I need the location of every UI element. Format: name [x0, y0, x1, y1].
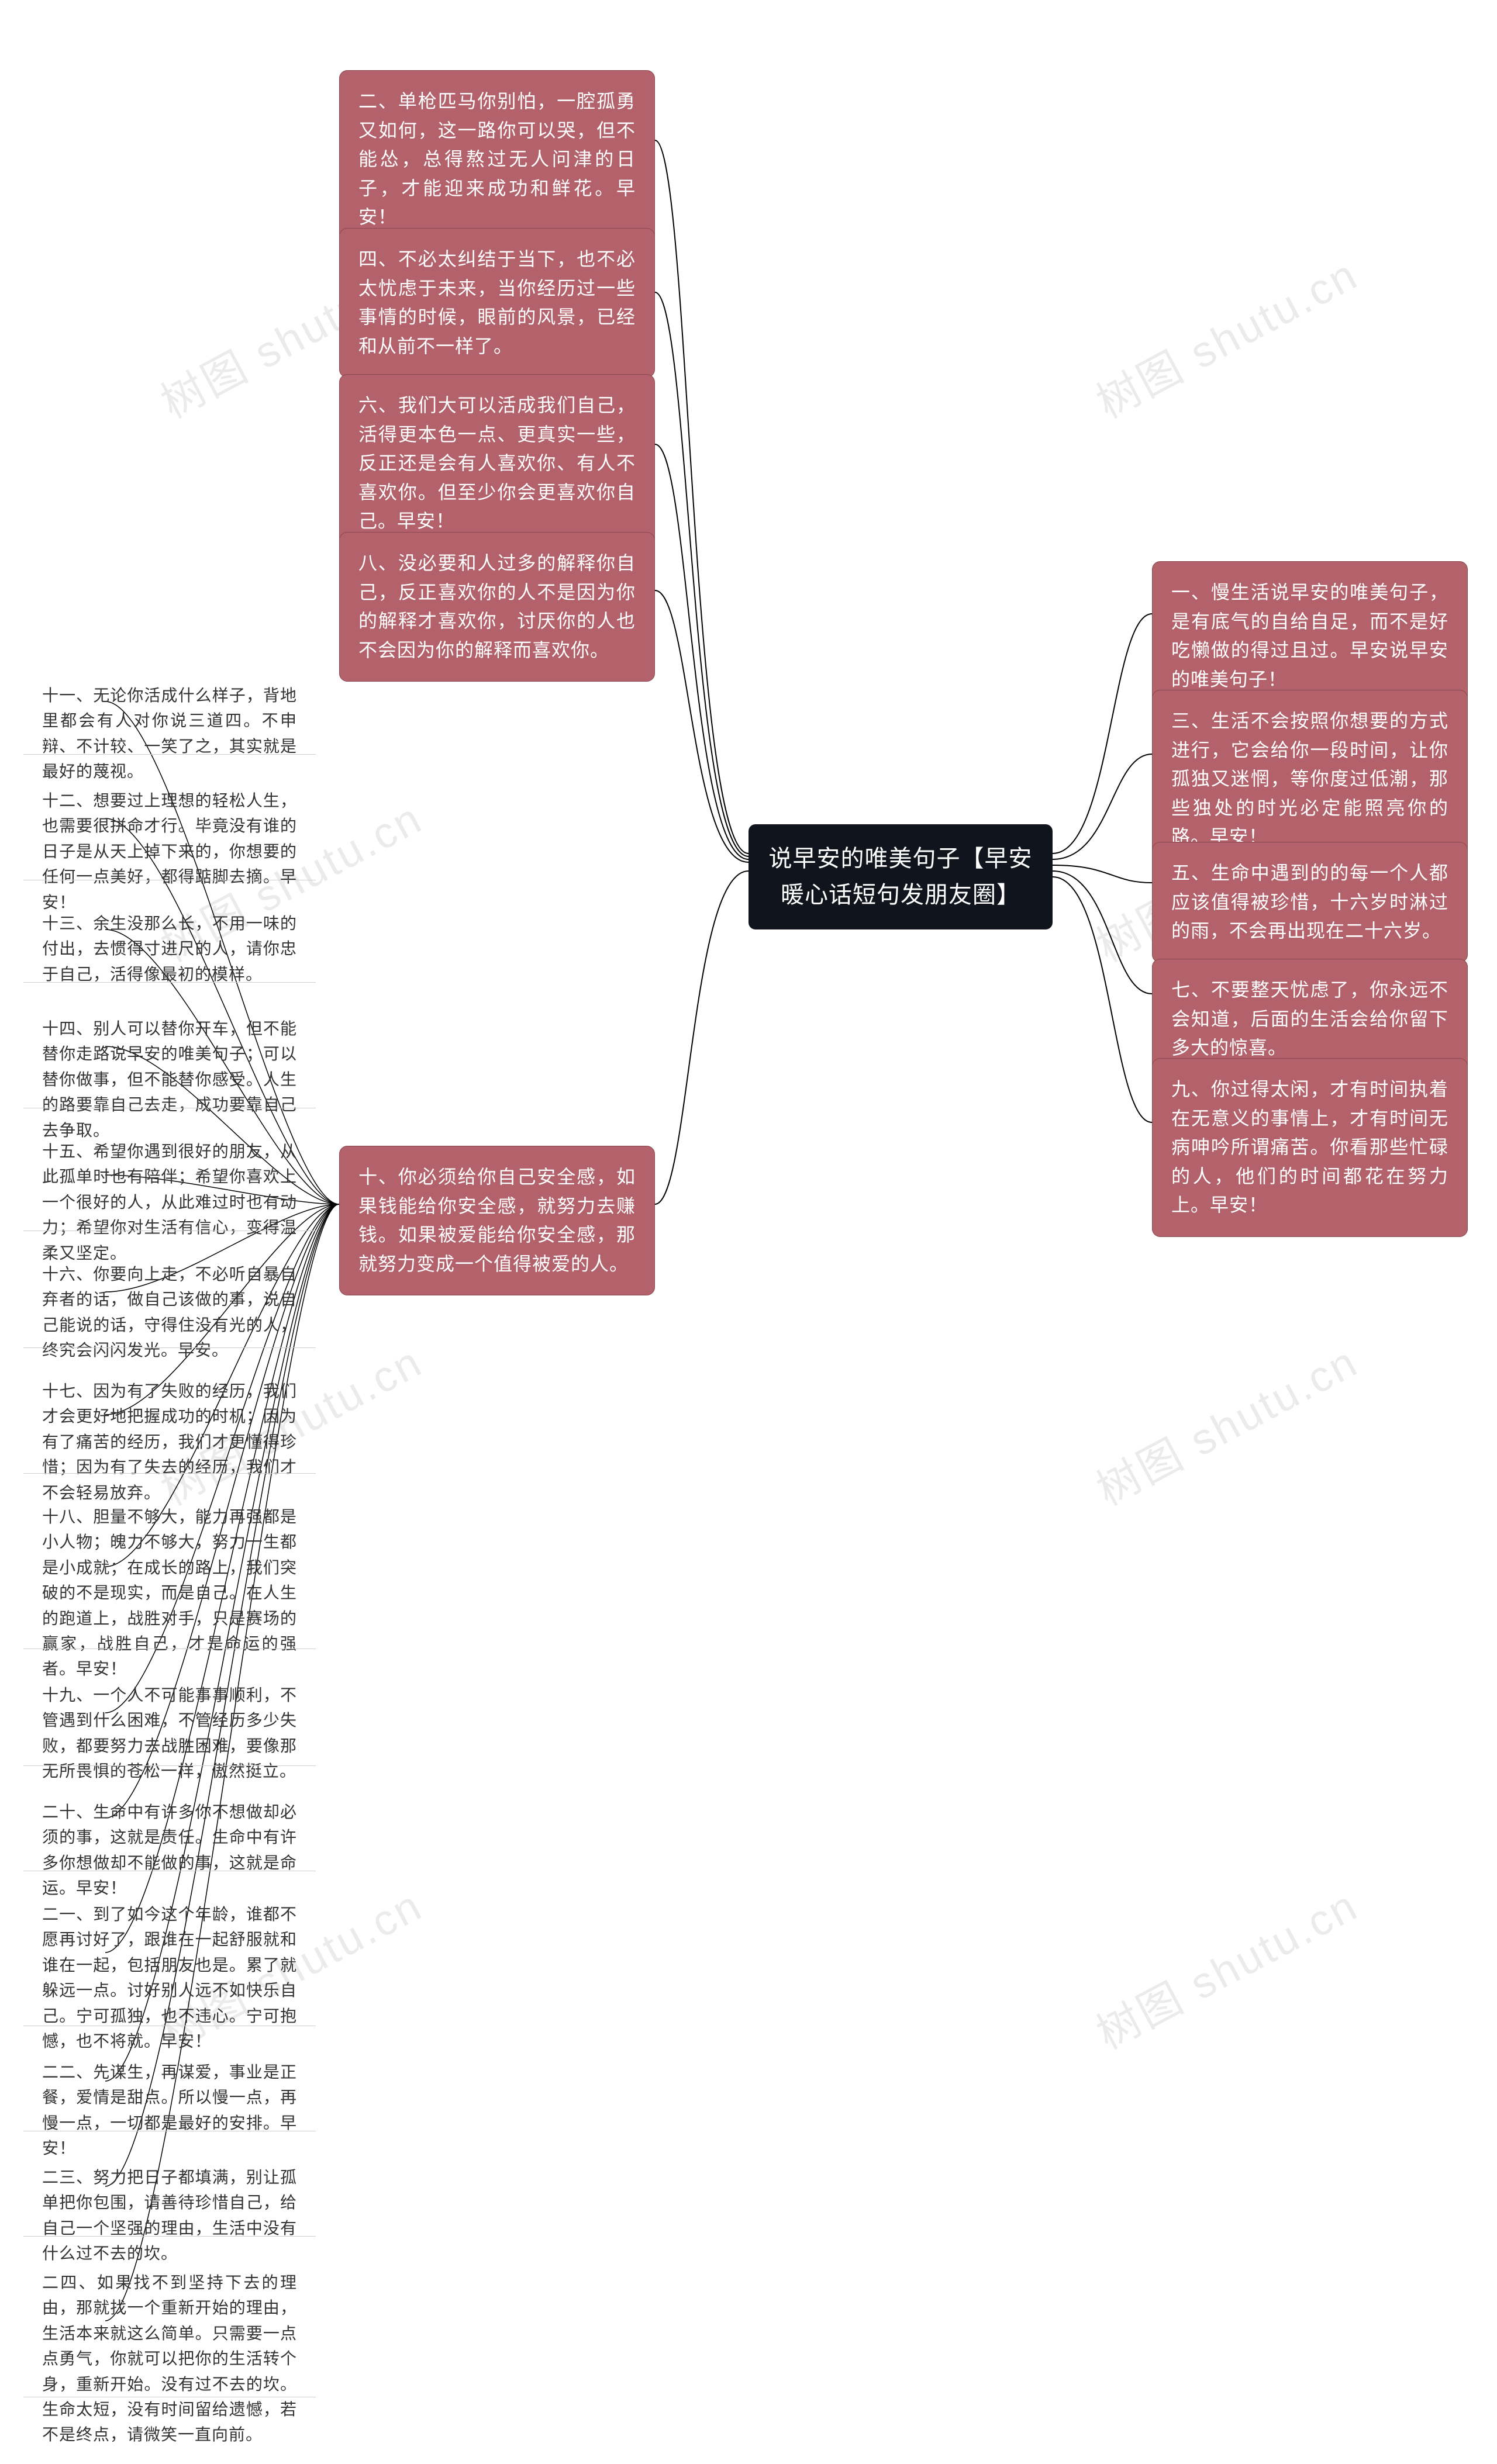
separator [23, 1765, 316, 1766]
node-text: 十六、你要向上走，不必听自暴自弃者的话，做自己该做的事，说自己能说的话，守得住没… [42, 1265, 297, 1359]
node-text: 六、我们大可以活成我们自己，活得更本色一点、更真实一些，反正还是会有人喜欢你、有… [358, 395, 636, 531]
separator [23, 1347, 316, 1348]
node-text: 五、生命中遇到的的每一个人都应该值得被珍惜，十六岁时淋过的雨，不会再出现在二十六… [1171, 862, 1448, 941]
node-text: 一、慢生活说早安的唯美句子，是有底气的自给自足，而不是好吃懒做的得过且过。早安说… [1171, 582, 1448, 690]
node-text: 二三、努力把日子都填满，别让孤单把你包围，请善待珍惜自己，给自己一个坚强的理由，… [42, 2168, 297, 2262]
watermark: 树图 shutu.cn [1084, 1871, 1368, 2062]
watermark: 树图 shutu.cn [1084, 240, 1368, 431]
center-node: 说早安的唯美句子【早安暖心话短句发朋友圈】 [748, 824, 1053, 929]
node-text: 三、生活不会按照你想要的方式进行，它会给你一段时间，让你孤独又迷惘，等你度过低潮… [1171, 710, 1448, 847]
node-text: 十二、想要过上理想的轻松人生，也需要很拼命才行。毕竟没有谁的日子是从天上掉下来的… [42, 792, 297, 911]
watermark: 树图 shutu.cn [1084, 1328, 1368, 1518]
node-text: 十八、胆量不够大，能力再强都是小人物；魄力不够大，努力一生都是小成就；在成长的路… [42, 1508, 297, 1678]
node-text: 二二、先谋生，再谋爱，事业是正餐，爱情是甜点。所以慢一点，再慢一点，一切都是最好… [42, 2063, 297, 2157]
node-text: 二四、如果找不到坚持下去的理由，那就找一个重新开始的理由，生活本来就这么简单。只… [42, 2273, 297, 2444]
node-l8: 八、没必要和人过多的解释你自己，反正喜欢你的人不是因为你的解释才喜欢你，讨厌你的… [339, 532, 655, 682]
node-l10: 十、你必须给你自己安全感，如果钱能给你安全感，就努力去赚钱。如果被爱能给你安全感… [339, 1146, 655, 1295]
node-text: 四、不必太纠结于当下，也不必太忧虑于未来，当你经历过一些事情的时候，眼前的风景，… [358, 248, 636, 357]
node-l2: 二、单枪匹马你别怕，一腔孤勇又如何，这一路你可以哭，但不能怂，总得熬过无人问津的… [339, 70, 655, 249]
node-r1: 一、慢生活说早安的唯美句子，是有底气的自给自足，而不是好吃懒做的得过且过。早安说… [1152, 561, 1468, 711]
node-text: 七、不要整天忧虑了，你永远不会知道，后面的生活会给你留下多大的惊喜。 [1171, 979, 1448, 1058]
node-text: 十、你必须给你自己安全感，如果钱能给你安全感，就努力去赚钱。如果被爱能给你安全感… [358, 1166, 636, 1274]
node-text: 十一、无论你活成什么样子，背地里都会有人对你说三道四。不申辩、不计较、一笑了之，… [42, 686, 297, 780]
separator [23, 754, 316, 755]
node-text: 十五、希望你遇到很好的朋友，从此孤单时也有陪伴；希望你喜欢上一个很好的人，从此难… [42, 1142, 297, 1262]
node-text: 十四、别人可以替你开车，但不能替你走路说早安的唯美句子；可以替你做事，但不能替你… [42, 1020, 297, 1139]
node-r5: 五、生命中遇到的的每一个人都应该值得被珍惜，十六岁时淋过的雨，不会再出现在二十六… [1152, 842, 1468, 963]
node-text: 八、没必要和人过多的解释你自己，反正喜欢你的人不是因为你的解释才喜欢你，讨厌你的… [358, 552, 636, 661]
node-l4: 四、不必太纠结于当下，也不必太忧虑于未来，当你经历过一些事情的时候，眼前的风景，… [339, 228, 655, 378]
node-g16: 十六、你要向上走，不必听自暴自弃者的话，做自己该做的事，说自己能说的话，守得住没… [23, 1245, 316, 1380]
center-label: 说早安的唯美句子【早安暖心话短句发朋友圈】 [769, 846, 1033, 908]
separator [23, 1473, 316, 1474]
separator [23, 2236, 316, 2237]
separator [23, 982, 316, 983]
node-text: 二十、生命中有许多你不想做却必须的事，这就是责任。生命中有许多你想做却不能做的事… [42, 1803, 297, 1897]
node-text: 十三、余生没那么长，不用一味的付出，去惯得寸进尺的人，请你忠于自己，活得像最初的… [42, 914, 297, 983]
node-text: 二一、到了如今这个年龄，谁都不愿再讨好了，跟谁在一起舒服就和谁在一起，包括朋友也… [42, 1905, 297, 2050]
node-g24: 二四、如果找不到坚持下去的理由，那就找一个重新开始的理由，生活本来就这么简单。只… [23, 2254, 316, 2464]
node-g13: 十三、余生没那么长，不用一味的付出，去惯得寸进尺的人，请你忠于自己，活得像最初的… [23, 894, 316, 1003]
node-g21: 二一、到了如今这个年龄，谁都不愿再讨好了，跟谁在一起舒服就和谁在一起，包括朋友也… [23, 1885, 316, 2070]
node-r9: 九、你过得太闲，才有时间执着在无意义的事情上，才有时间无病呻吟所谓痛苦。你看那些… [1152, 1058, 1468, 1237]
node-text: 二、单枪匹马你别怕，一腔孤勇又如何，这一路你可以哭，但不能怂，总得熬过无人问津的… [358, 91, 636, 227]
node-text: 九、你过得太闲，才有时间执着在无意义的事情上，才有时间无病呻吟所谓痛苦。你看那些… [1171, 1079, 1448, 1215]
node-l6: 六、我们大可以活成我们自己，活得更本色一点、更真实一些，反正还是会有人喜欢你、有… [339, 374, 655, 553]
node-g19: 十九、一个人不可能事事顺利，不管遇到什么困难，不管经历多少失败，都要努力去战胜困… [23, 1666, 316, 1801]
node-text: 十七、因为有了失败的经历，我们才会更好地把握成功的时机；因为有了痛苦的经历，我们… [42, 1382, 297, 1502]
